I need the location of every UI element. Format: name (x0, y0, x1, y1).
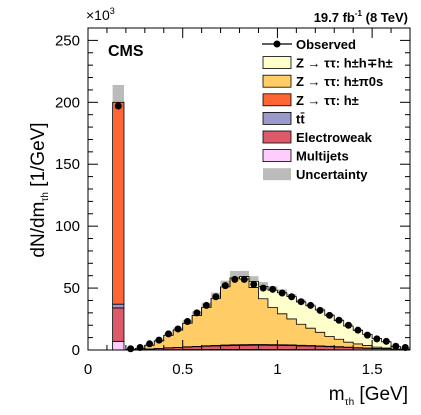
legend-item-observed: Observed (262, 37, 356, 52)
legend-item-zh: Z → ττ: h± (262, 93, 359, 108)
observed-point (165, 330, 172, 338)
y-tick-label: 0 (72, 342, 80, 359)
legend-label: Electroweak (296, 130, 373, 145)
x-tick-label: 0.5 (172, 361, 193, 378)
y-tick-label: 100 (55, 218, 80, 235)
legend-swatch (262, 56, 292, 69)
lumi-label: 19.7 fb-1 (8 TeV) (314, 9, 408, 25)
y-tick-label: 200 (55, 94, 80, 111)
observed-point (240, 275, 248, 283)
observed-point (373, 335, 381, 343)
observed-point (316, 306, 324, 314)
observed-point (307, 301, 315, 309)
y-tick-label: 50 (63, 280, 80, 297)
observed-point (174, 325, 182, 333)
legend-label: Z → ττ: h±π0s (296, 74, 383, 89)
single-prong-electroweak (112, 307, 125, 342)
observed-point (183, 318, 191, 326)
observed-point (193, 309, 201, 317)
legend-swatch (262, 130, 292, 144)
observed-point (392, 342, 400, 350)
x-axis: 0 0.5 1 1.5 (84, 28, 411, 378)
observed-point (127, 345, 135, 353)
y-axis: 0 50 100 150 200 250 (55, 27, 410, 359)
observed-point (250, 280, 258, 288)
legend-item-unc: Uncertainty (263, 167, 368, 182)
single-prong-multijets (112, 340, 125, 351)
observed-point (231, 275, 239, 283)
legend-swatch (262, 74, 292, 88)
plot-area (112, 84, 411, 351)
x-tick-label: 0 (84, 361, 92, 378)
single-prong-uncertainty (112, 84, 124, 104)
legend-label: Z → ττ: h± (296, 93, 359, 108)
x-tick-label: 1.5 (362, 361, 383, 378)
observed-point (344, 321, 352, 329)
stack-z-h-pi0 (125, 277, 411, 351)
legend-item-zhpi0: Z → ττ: h±π0s (262, 74, 383, 89)
uncertainty-bin (239, 270, 249, 278)
x-axis-title: mτh [GeV] (329, 384, 408, 408)
observed-point (114, 102, 122, 110)
y-tick-label: 150 (55, 156, 80, 173)
legend-label: Uncertainty (296, 167, 368, 182)
uncertainty-bin (230, 270, 240, 279)
observed-point (202, 301, 210, 309)
legend-item-ewk: Electroweak (262, 130, 373, 145)
legend-label: Observed (296, 37, 356, 52)
observed-point (382, 337, 390, 345)
legend-marker (273, 40, 281, 48)
legend-label: Multijets (296, 149, 349, 164)
observed-point (212, 293, 220, 301)
observed-point (136, 344, 144, 352)
legend-label: Z → ττ: h±h∓h± (296, 56, 393, 71)
single-prong-z-h (112, 101, 125, 305)
multiplier-label: ×103 (86, 6, 115, 23)
uncertainty-bin (249, 276, 259, 283)
single-prong-ttbar (112, 303, 125, 309)
observed-point (401, 344, 409, 352)
legend-swatch (263, 168, 291, 181)
x-tick-label: 1 (273, 361, 281, 378)
observed-point (288, 293, 296, 301)
stack-electroweak (125, 344, 411, 351)
observed-point (326, 311, 333, 319)
legend-swatch (262, 149, 292, 163)
y-tick-label: 250 (55, 32, 80, 49)
legend-swatch (262, 112, 292, 125)
observed-points (114, 102, 409, 353)
observed-point (221, 282, 229, 290)
observed-point (297, 298, 305, 306)
observed-point (363, 331, 371, 339)
legend-item-qcd: Multijets (262, 149, 349, 164)
legend-item-ttbar: tt̄ (262, 111, 305, 126)
observed-point (155, 336, 163, 344)
observed-point (259, 284, 267, 292)
y-axis-title: dN/dmτh [1/GeV] (28, 122, 51, 257)
experiment-label: CMS (108, 43, 144, 60)
legend-label: tt̄ (296, 111, 305, 126)
legend: Observed Z → ττ: h±h∓h± Z → ττ: h±π0s Z → τ… (262, 37, 393, 182)
legend-swatch (262, 93, 292, 107)
observed-point (269, 285, 277, 293)
observed-point (146, 340, 154, 348)
observed-point (335, 316, 343, 324)
legend-item-zhhh: Z → ττ: h±h∓h± (262, 56, 393, 71)
observed-point (354, 326, 362, 334)
observed-point (278, 289, 286, 297)
